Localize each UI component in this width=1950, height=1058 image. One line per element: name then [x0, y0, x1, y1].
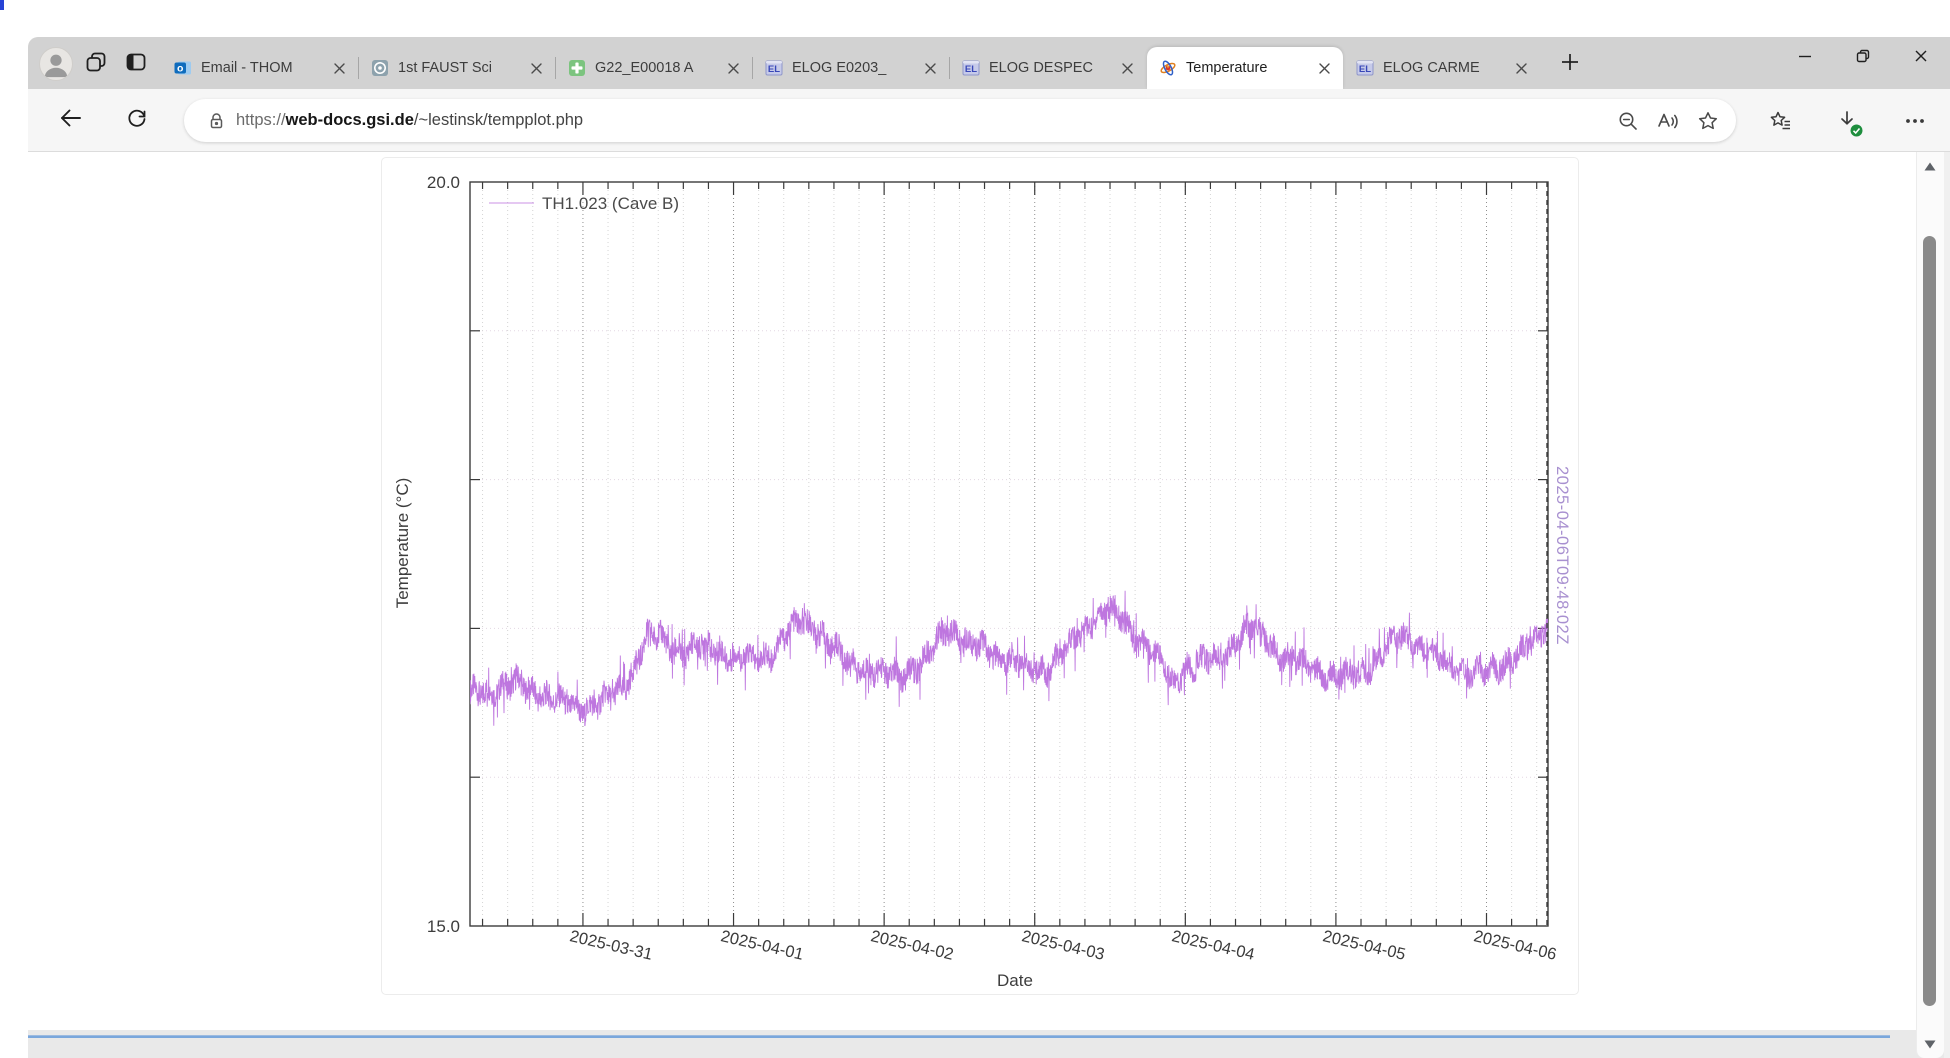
url-path: /~lestinsk/tempplot.php — [413, 111, 584, 129]
tab-elog-e0203-[interactable]: EL ELOG E0203_ — [753, 47, 949, 89]
plus-icon — [1559, 51, 1581, 78]
favorites-list-button[interactable] — [1760, 100, 1802, 142]
restore-icon — [1855, 48, 1871, 69]
close-icon — [1913, 48, 1929, 69]
tab-close-button[interactable] — [919, 57, 941, 79]
favorite-star-button[interactable] — [1688, 101, 1728, 141]
last-point-timestamp-annotation: 2025-04-06T09:48:02Z — [1553, 466, 1571, 645]
refresh-button[interactable] — [116, 99, 158, 141]
legend-line-sample — [489, 202, 534, 204]
window-controls — [1776, 37, 1950, 79]
legend-label: TH1.023 (Cave B) — [542, 194, 679, 213]
url-host: web-docs.gsi.de — [285, 111, 414, 129]
chart-card — [381, 157, 1579, 995]
tab-title: ELOG E0203_ — [792, 60, 887, 76]
atom-icon — [1159, 59, 1177, 77]
elog-icon: EL — [1356, 59, 1374, 77]
scrollbar-thumb[interactable] — [1923, 236, 1936, 1006]
profile-button[interactable] — [36, 44, 76, 84]
scrollbar-down-arrow[interactable] — [1916, 1032, 1944, 1056]
tab-email-thom[interactable]: o Email - THOM — [162, 47, 358, 89]
tab-divider — [752, 57, 753, 79]
svg-text:EL: EL — [768, 64, 780, 75]
tab-close-button[interactable] — [328, 57, 350, 79]
elog-icon: EL — [962, 59, 980, 77]
new-tab-button[interactable] — [1550, 44, 1590, 84]
indico-icon — [371, 59, 389, 77]
y-axis-tick-min: 15.0 — [426, 917, 460, 936]
svg-text:o: o — [177, 63, 183, 75]
minimize-button[interactable] — [1776, 37, 1834, 79]
tab-title: Email - THOM — [201, 60, 293, 76]
tab-temperature[interactable]: Temperature — [1147, 47, 1343, 89]
page-footer-blue-line — [28, 1035, 1890, 1038]
read-aloud-button[interactable] — [1648, 101, 1688, 141]
page-footer-strip — [28, 1030, 1950, 1058]
scrollbar-up-arrow[interactable] — [1916, 154, 1944, 178]
tab-divider — [358, 57, 359, 79]
download-complete-badge — [1850, 124, 1863, 137]
x-axis-title: Date — [997, 971, 1033, 990]
svg-text:EL: EL — [1359, 64, 1371, 75]
back-button[interactable] — [50, 99, 92, 141]
tab-divider — [555, 57, 556, 79]
tab-close-button[interactable] — [1510, 57, 1532, 79]
tab-actions-button[interactable] — [116, 44, 156, 84]
workspaces-icon — [84, 50, 108, 79]
window-right-edge — [1944, 152, 1950, 1058]
restore-button[interactable] — [1834, 37, 1892, 79]
close-window-button[interactable] — [1892, 37, 1950, 79]
tab-close-button[interactable] — [525, 57, 547, 79]
tab-actions-icon — [124, 50, 148, 79]
tab-title: Temperature — [1186, 60, 1268, 76]
tab-close-button[interactable] — [722, 57, 744, 79]
url-scheme: https:// — [236, 111, 286, 129]
tab-list: o Email - THOM 1st FAUST Sci G22_E00018 A EL… — [162, 37, 1540, 89]
workspaces-button[interactable] — [76, 44, 116, 84]
site-lock-icon[interactable] — [202, 111, 230, 130]
y-axis-title: Temperature (°C) — [393, 477, 412, 609]
tab-close-button[interactable] — [1313, 57, 1335, 79]
avatar-icon — [39, 47, 73, 81]
tab-strip: o Email - THOM 1st FAUST Sci G22_E00018 A EL… — [28, 37, 1950, 89]
tab-title: ELOG DESPEC — [989, 60, 1093, 76]
tab-g22-e00018-a[interactable]: G22_E00018 A — [556, 47, 752, 89]
tab-title: G22_E00018 A — [595, 60, 694, 76]
downloads-button[interactable] — [1826, 100, 1868, 142]
tab-elog-carme[interactable]: EL ELOG CARME — [1344, 47, 1540, 89]
refresh-icon — [125, 106, 149, 135]
green-plus-icon — [568, 59, 586, 77]
screen-corner-artifact — [0, 0, 4, 10]
zoom-out-button[interactable] — [1608, 101, 1648, 141]
tab-close-button[interactable] — [1116, 57, 1138, 79]
y-axis-tick-max: 20.0 — [426, 173, 460, 192]
tab-title: ELOG CARME — [1383, 60, 1480, 76]
tab-title: 1st FAUST Sci — [398, 60, 493, 76]
tab-elog-despec[interactable]: EL ELOG DESPEC — [950, 47, 1146, 89]
outlook-icon: o — [174, 59, 192, 77]
elog-icon: EL — [765, 59, 783, 77]
tab-1st-faust-sci[interactable]: 1st FAUST Sci — [359, 47, 555, 89]
minimize-icon — [1797, 48, 1813, 69]
url-text[interactable]: https://web-docs.gsi.de/~lestinsk/temppl… — [236, 111, 1608, 130]
back-arrow-icon — [58, 105, 84, 136]
settings-menu-button[interactable] — [1894, 100, 1936, 142]
svg-text:EL: EL — [965, 64, 977, 75]
temperature-chart — [469, 181, 1549, 927]
address-bar[interactable]: https://web-docs.gsi.de/~lestinsk/temppl… — [184, 99, 1736, 142]
tab-divider — [949, 57, 950, 79]
